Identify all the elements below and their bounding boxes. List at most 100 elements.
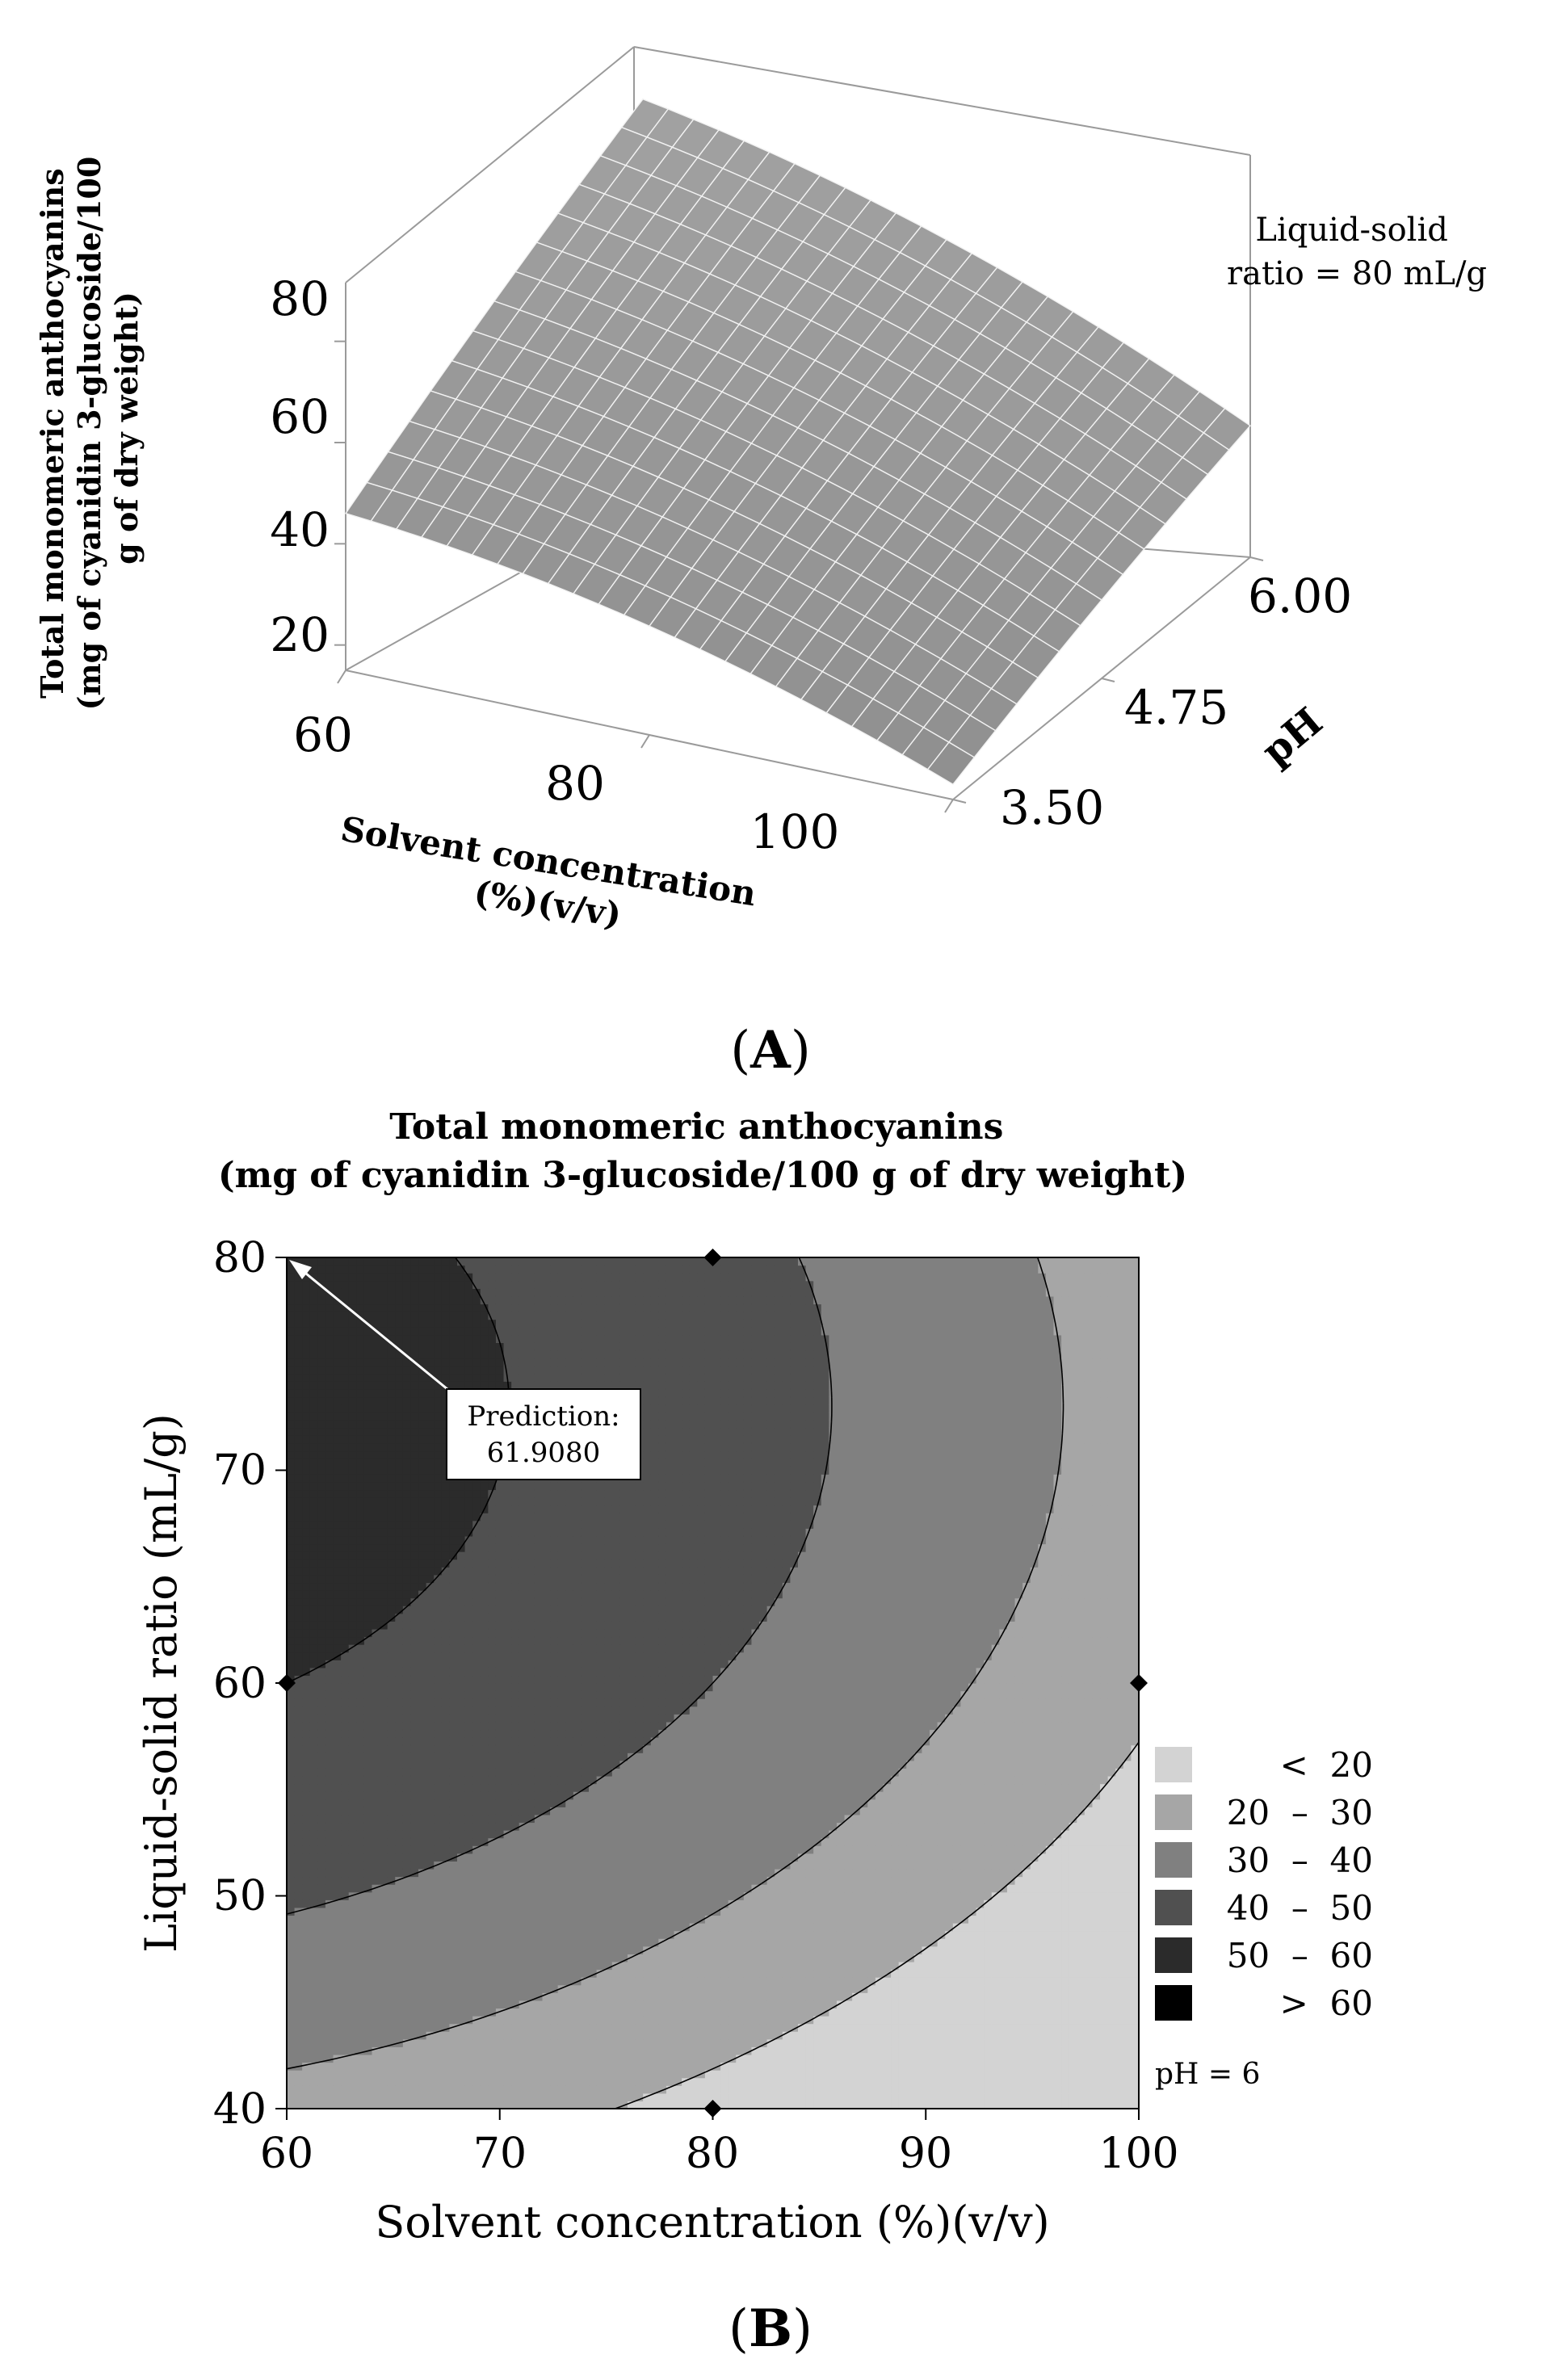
contour-cell — [557, 2031, 566, 2040]
contour-cell — [604, 1481, 613, 1491]
contour-cell — [356, 2054, 365, 2063]
contour-cell — [418, 1513, 427, 1522]
contour-cell — [287, 1768, 296, 1777]
contour-cell — [581, 1273, 590, 1282]
contour-cell — [287, 1288, 296, 1297]
contour-cell — [410, 1303, 419, 1312]
contour-cell — [426, 2016, 435, 2025]
contour-cell — [503, 1938, 512, 1947]
contour-cell — [348, 1319, 357, 1328]
contour-cell — [581, 1977, 590, 1986]
contour-cell — [356, 1845, 365, 1854]
contour-cell — [565, 2077, 574, 2086]
contour-cell — [565, 1706, 574, 1715]
contour-cell — [395, 1667, 404, 1677]
contour-cell — [495, 1513, 505, 1522]
contour-cell — [302, 2085, 311, 2094]
contour-cell — [395, 1474, 404, 1483]
contour-cell — [604, 1373, 613, 1382]
contour-cell — [534, 2092, 544, 2102]
contour-cell — [309, 1752, 318, 1761]
contour-cell — [488, 1721, 497, 1731]
contour-cell — [565, 1845, 574, 1854]
contour-cell — [534, 1551, 544, 1560]
contour-cell — [449, 1791, 458, 1800]
contour-cell — [596, 2101, 605, 2109]
contour-cell — [333, 1660, 342, 1669]
contour-cell — [581, 1334, 590, 1343]
contour-cell — [449, 1303, 458, 1312]
contour-cell — [363, 1567, 373, 1576]
contour-cell — [372, 1969, 380, 1978]
contour-cell — [380, 1295, 388, 1305]
contour-cell — [557, 1358, 566, 1366]
contour-cell — [341, 2070, 350, 2079]
contour-cell — [573, 1938, 582, 1947]
contour-cell — [495, 1621, 505, 1630]
contour-cell — [495, 1876, 505, 1885]
contour-cell — [534, 1876, 544, 1885]
contour-cell — [426, 1799, 435, 1807]
contour-cell — [488, 1783, 497, 1792]
contour-cell — [495, 2077, 505, 2086]
contour-cell — [426, 1830, 435, 1839]
contour-cell — [387, 1513, 396, 1522]
contour-cell — [372, 1513, 380, 1522]
contour-cell — [581, 2031, 590, 2040]
contour-cell — [488, 1257, 497, 1266]
contour-cell — [302, 1814, 311, 1824]
contour-cell — [372, 1907, 380, 1916]
contour-cell — [395, 1775, 404, 1785]
contour-cell — [581, 1884, 590, 1893]
contour-cell — [527, 1783, 535, 1792]
contour-cell — [434, 1342, 443, 1351]
contour-cell — [457, 1295, 466, 1305]
contour-cell — [581, 1652, 590, 1660]
contour-cell — [488, 2070, 497, 2079]
contour-cell — [457, 1505, 466, 1513]
contour-cell — [426, 1442, 435, 1452]
contour-cell — [488, 1891, 497, 1900]
contour-cell — [287, 1923, 296, 1932]
contour-cell — [418, 1930, 427, 1939]
contour-cell — [511, 2038, 520, 2047]
contour-cell — [395, 1760, 404, 1769]
contour-cell — [464, 1930, 473, 1939]
contour-cell — [309, 2085, 318, 2094]
contour-cell — [472, 1505, 481, 1513]
contour-cell — [573, 1737, 582, 1746]
contour-cell — [418, 2085, 427, 2094]
contour-cell — [372, 1481, 380, 1491]
contour-cell — [550, 1257, 559, 1266]
contour-cell — [325, 1752, 334, 1761]
contour-cell — [372, 1690, 380, 1699]
contour-cell — [449, 1969, 458, 1978]
contour-cell — [565, 1489, 574, 1498]
contour-cell — [410, 1427, 419, 1436]
contour-cell — [372, 1435, 380, 1444]
contour-cell — [449, 1768, 458, 1777]
contour-cell — [550, 1768, 559, 1777]
contour-cell — [472, 1954, 481, 1962]
contour-cell — [495, 1288, 505, 1297]
contour-cell — [302, 1861, 311, 1870]
contour-cell — [410, 1830, 419, 1839]
contour-cell — [573, 1992, 582, 2001]
contour-cell — [426, 1845, 435, 1854]
contour-cell — [441, 2070, 451, 2079]
contour-cell — [503, 1295, 512, 1305]
contour-cell — [341, 1442, 350, 1452]
contour-cell — [604, 1597, 613, 1606]
contour-cell — [511, 1729, 520, 1738]
contour-cell — [294, 1606, 303, 1614]
contour-cell — [495, 1891, 505, 1900]
contour-cell — [333, 2070, 342, 2079]
contour-cell — [341, 1706, 350, 1715]
contour-cell — [341, 2046, 350, 2055]
contour-cell — [372, 1520, 380, 1529]
contour-cell — [488, 1938, 497, 1947]
contour-cell — [372, 1350, 380, 1359]
contour-cell — [472, 1551, 481, 1560]
contour-cell — [589, 1683, 598, 1692]
contour-cell — [294, 1567, 303, 1576]
